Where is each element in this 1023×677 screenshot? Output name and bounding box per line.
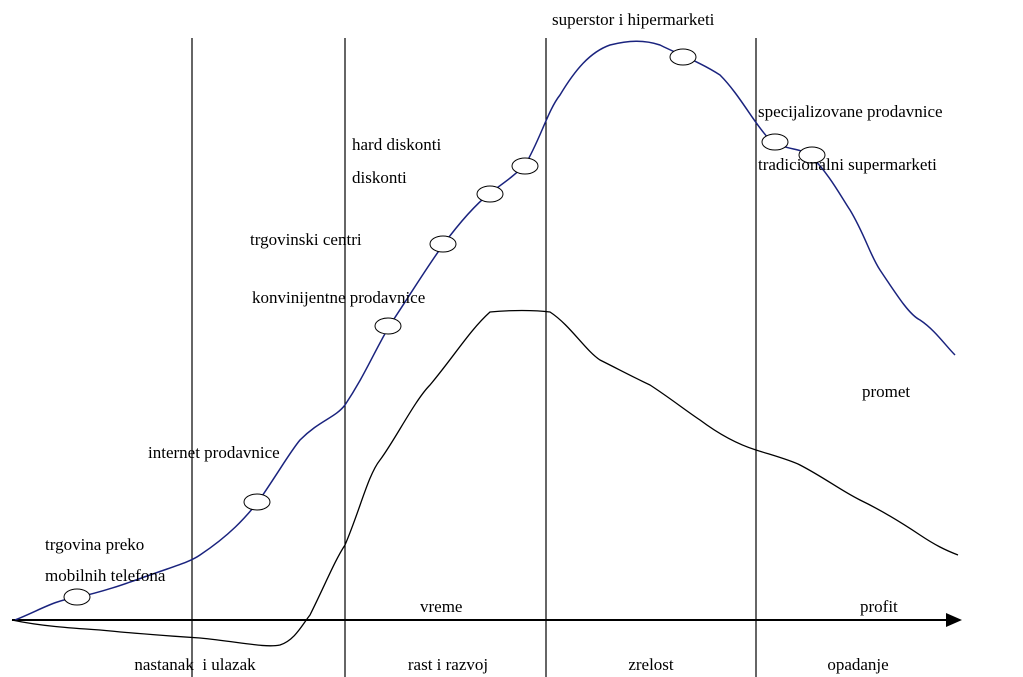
marker [63,588,91,606]
phase-label: opadanje [827,655,888,674]
marker [511,157,539,175]
marker [798,146,826,164]
arrow-head [946,613,962,627]
phase-label: zrelost [628,655,674,674]
curve-label: promet [862,382,910,401]
format-label: trgovina preko [45,535,144,554]
format-label: tradicionalni supermarketi [758,155,937,174]
format-label: diskonti [352,168,407,187]
profit-curve [11,309,959,647]
sales-curve [14,40,956,621]
marker [243,493,271,511]
phase-label: rast i razvoj [408,655,488,674]
format-label: internet prodavnice [148,443,280,462]
marker [476,185,504,203]
format-label: superstor i hipermarketi [552,10,715,29]
format-label: specijalizovane prodavnice [758,102,943,121]
format-label: hard diskonti [352,135,442,154]
curve-label: profit [860,597,898,616]
phase-label: nastanak i ulazak [134,655,256,674]
marker [669,48,697,66]
axis-label: vreme [420,597,462,616]
format-label: trgovinski centri [250,230,362,249]
format-label: mobilnih telefona [45,566,166,585]
format-markers [63,48,826,606]
marker [761,133,789,151]
phase-dividers [191,38,757,677]
marker [374,317,402,335]
format-label: konvinijentne prodavnice [252,288,425,307]
marker [429,235,457,253]
